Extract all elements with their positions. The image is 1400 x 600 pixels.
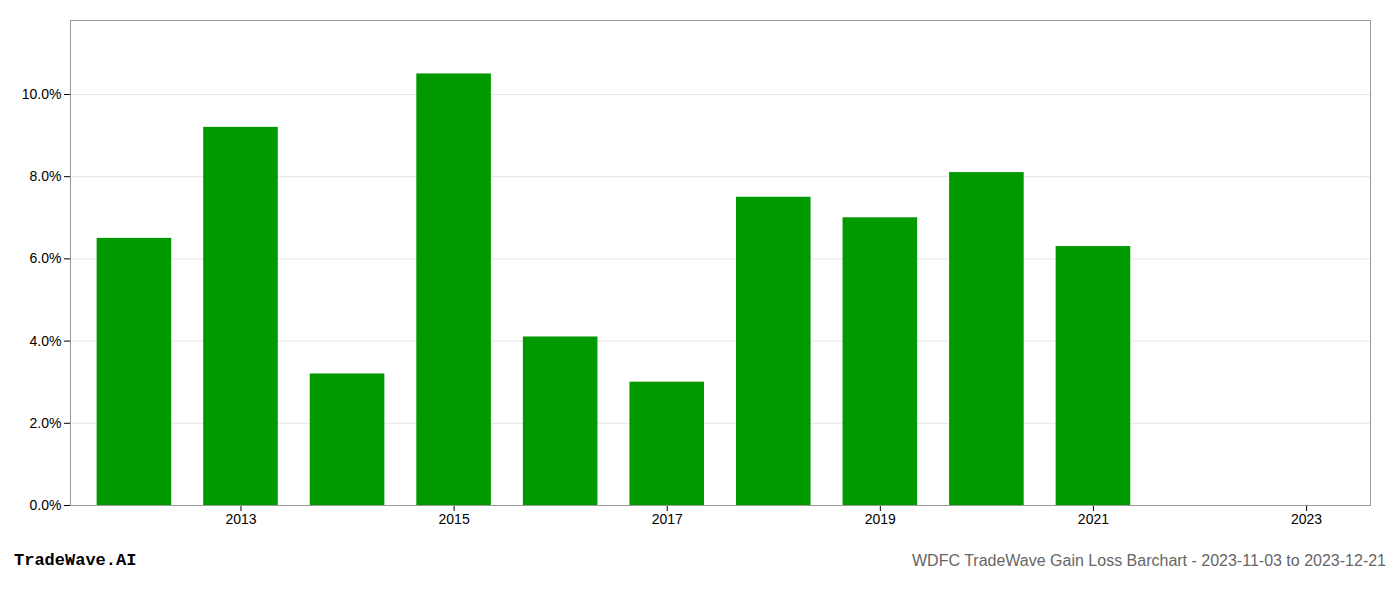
svg-text:2015: 2015 xyxy=(439,511,470,527)
svg-text:10.0%: 10.0% xyxy=(22,86,62,102)
svg-text:2019: 2019 xyxy=(865,511,896,527)
html-text:TradeWave.AI: TradeWave.AI xyxy=(14,551,137,570)
svg-text:2017: 2017 xyxy=(652,511,683,527)
html-text:WDFC TradeWave Gain Loss Barch: WDFC TradeWave Gain Loss Barchart - 2023… xyxy=(912,552,1386,569)
svg-text:6.0%: 6.0% xyxy=(30,250,62,266)
svg-text:2.0%: 2.0% xyxy=(30,415,62,431)
svg-text:2023: 2023 xyxy=(1291,511,1322,527)
svg-text:0.0%: 0.0% xyxy=(30,497,62,513)
svg-text:2021: 2021 xyxy=(1078,511,1109,527)
svg-text:4.0%: 4.0% xyxy=(30,333,62,349)
svg-text:8.0%: 8.0% xyxy=(30,168,62,184)
svg-text:2013: 2013 xyxy=(225,511,256,527)
